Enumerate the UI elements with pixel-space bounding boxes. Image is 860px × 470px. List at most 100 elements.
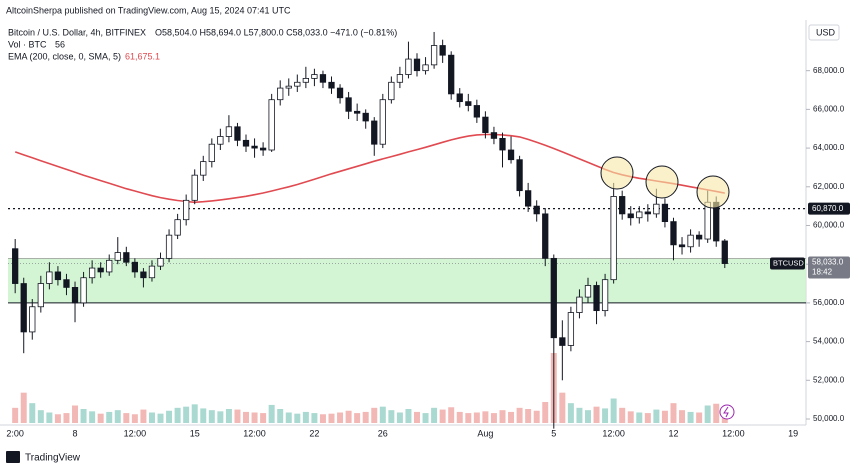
volume-legend: Vol · BTC (8, 39, 47, 49)
candle-body (499, 138, 506, 151)
candle-body (20, 283, 27, 333)
ema-value: 61,675.1 (125, 51, 160, 61)
x-tick-label: 22 (309, 428, 319, 438)
volume-bar (448, 407, 455, 423)
candle-body (148, 265, 156, 279)
candle-body (106, 259, 113, 273)
volume-bar (319, 414, 326, 423)
candle-body (465, 101, 472, 106)
y-tick-label: 60,000.0 (813, 221, 845, 230)
candle-body (336, 87, 344, 99)
volume-bar (243, 411, 250, 423)
candle-body (157, 257, 164, 267)
candle-body (354, 110, 361, 114)
circle-annotation (696, 175, 730, 209)
volume-bar (431, 407, 438, 423)
x-tick-label: 15 (190, 428, 200, 438)
candle-body (379, 99, 386, 145)
candle-body (208, 143, 215, 163)
volume-bar (337, 412, 344, 423)
circle-annotation (645, 165, 679, 199)
symbol-label: BTCUSD (773, 259, 804, 268)
y-tick-label: 52,000.0 (813, 375, 845, 384)
volume-bar (148, 412, 155, 423)
event-icon[interactable] (719, 404, 735, 420)
candle-body (678, 244, 686, 248)
volume-bar (12, 407, 19, 423)
volume-bar (191, 404, 198, 423)
volume-bar (140, 409, 147, 423)
y-tick-label: 62,000.0 (813, 182, 845, 191)
ohlc: O58,504.0 H58,694.0 L57,800.0 C58,033.0 … (155, 27, 397, 37)
volume-bar (54, 414, 61, 423)
candle-body (636, 211, 643, 219)
volume-bar (490, 413, 497, 423)
volume-bar (482, 411, 489, 423)
candle-body (593, 285, 600, 312)
candle-body (362, 112, 369, 122)
volume-bar (285, 412, 292, 423)
candle-body (140, 271, 147, 279)
brand: TradingView (25, 453, 81, 464)
logo (6, 451, 20, 463)
candle-body (251, 145, 258, 149)
candle-body (80, 277, 87, 304)
volume-bar (542, 402, 549, 423)
annotations (600, 156, 730, 209)
volume-bar (388, 410, 395, 423)
candle-body (311, 74, 318, 79)
volume-bar (379, 406, 386, 423)
volume-bar (89, 411, 96, 423)
volume-bar (183, 406, 190, 423)
circle-annotation (600, 156, 634, 190)
symbol: Bitcoin / U.S. Dollar, 4h, BITFINEX (8, 27, 146, 37)
candle-body (413, 58, 421, 72)
volume-bar (610, 398, 617, 423)
candle-body (37, 283, 44, 308)
volume-bar (670, 403, 677, 423)
x-tick-label: 26 (378, 428, 388, 438)
candle-body (242, 139, 250, 147)
candle-body (396, 74, 404, 83)
candle-body (550, 257, 557, 339)
volume-bar (422, 413, 429, 423)
candle-body (319, 74, 327, 83)
candle-body (695, 234, 703, 240)
candle-body (131, 261, 139, 273)
currency: USD (816, 27, 836, 37)
candle-body (490, 132, 498, 139)
candle-body (371, 120, 378, 145)
x-tick-label: 5 (551, 428, 556, 438)
candle-body (328, 81, 335, 89)
volume-bar (106, 411, 113, 423)
volume-bar (251, 412, 258, 423)
volume-bar (525, 409, 532, 423)
candle-body (542, 213, 549, 259)
volume-bar (533, 410, 540, 423)
candle-body (165, 234, 173, 259)
event-icon-bolt (723, 406, 729, 418)
x-tick-label: 12:00 (124, 428, 147, 438)
volume-bar (559, 392, 566, 423)
candle-body (174, 219, 181, 236)
candle-body (644, 211, 651, 215)
volume-bar (619, 407, 626, 423)
volume-bar (46, 412, 53, 423)
candle-body (448, 54, 455, 95)
volume-bar (166, 410, 173, 423)
candle-body (456, 93, 463, 103)
volume-bar (679, 410, 686, 423)
volume-bar (63, 413, 70, 423)
volume-bar (371, 407, 378, 423)
volume-bar (439, 409, 446, 423)
candle-body (507, 149, 515, 161)
y-tick-label: 66,000.0 (813, 104, 845, 113)
y-tick-label: 54,000.0 (813, 337, 845, 346)
volume-bar (465, 413, 472, 423)
volume-bar (473, 412, 480, 423)
volume-bar (362, 411, 369, 423)
volume-bar (653, 409, 660, 423)
candle-body (12, 248, 19, 284)
candle-body (268, 99, 275, 151)
x-tick-label: Aug (477, 428, 493, 438)
